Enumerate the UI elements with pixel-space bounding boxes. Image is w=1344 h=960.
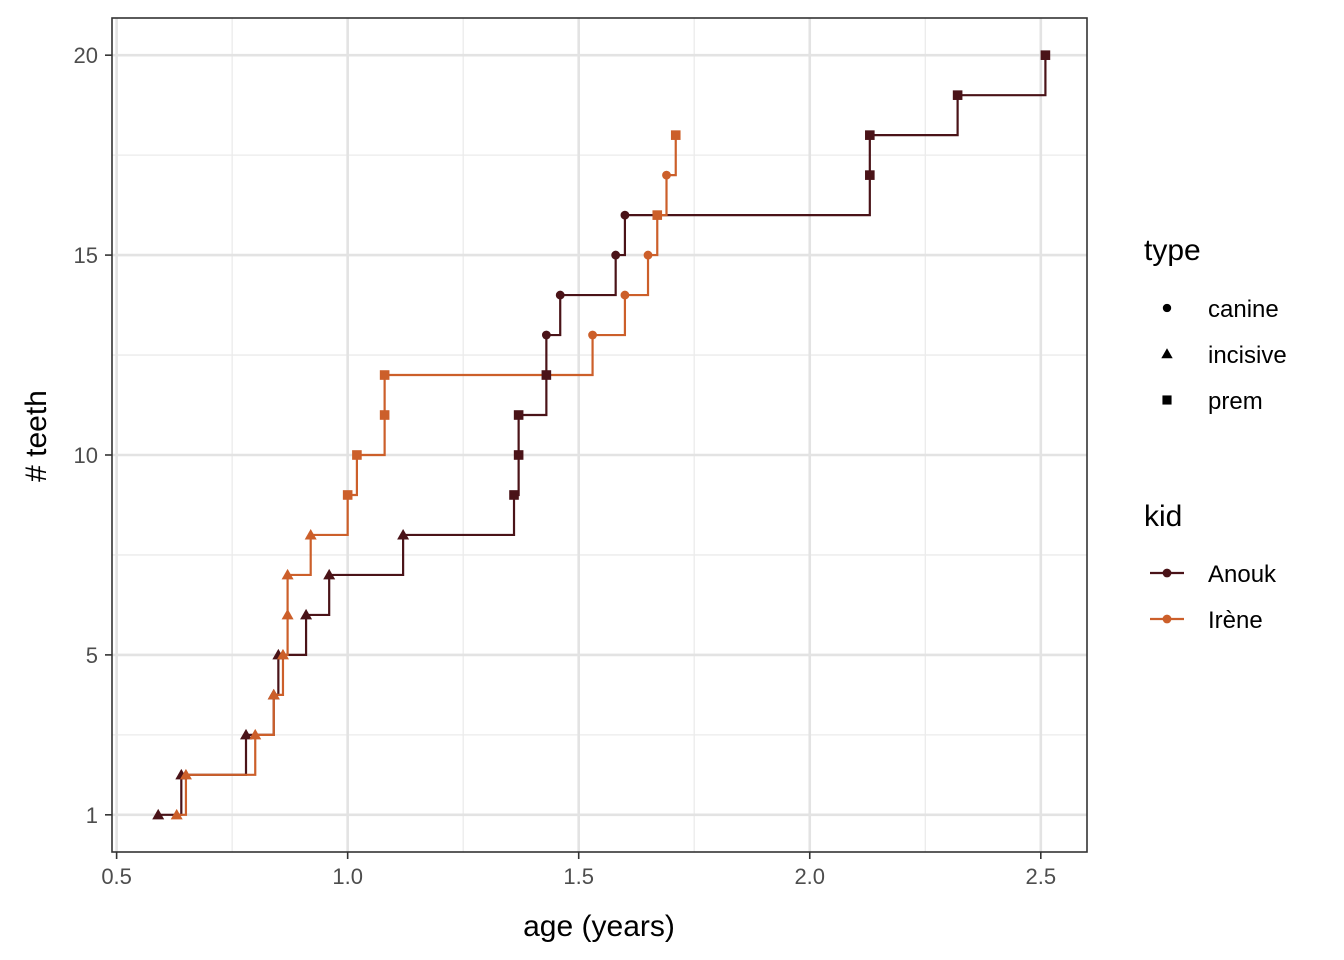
legend-anouk-icon [1162, 568, 1172, 578]
series-line-irène [176, 135, 677, 816]
legend: type canine incisive prem kid Anouk Irène [1144, 234, 1287, 634]
data-point [509, 490, 519, 500]
data-point [952, 90, 963, 100]
data-point [620, 210, 630, 220]
data-point [379, 370, 390, 380]
legend-kid-title: kid [1144, 500, 1182, 533]
data-point [179, 768, 192, 780]
data-point [281, 568, 294, 580]
x-axis-title: age (years) [523, 910, 675, 943]
data-point [397, 528, 410, 540]
data-point [267, 688, 280, 700]
data-point [611, 250, 621, 260]
legend-kid-label: Irène [1208, 607, 1263, 634]
data-point [670, 130, 681, 140]
grid [112, 18, 1087, 852]
y-tick-label: 5 [86, 643, 98, 668]
legend-prem-icon [1162, 395, 1172, 405]
legend-incisive-icon [1161, 348, 1173, 359]
data-points [152, 50, 1051, 820]
legend-canine-icon [1162, 303, 1172, 313]
panel-border [111, 17, 1088, 853]
data-point [1040, 50, 1051, 60]
data-point [865, 130, 875, 140]
y-axis-title: # teeth [20, 390, 53, 482]
data-point [352, 450, 362, 460]
data-point [323, 568, 336, 580]
data-point [662, 170, 671, 180]
data-point [541, 330, 551, 340]
data-point [513, 410, 524, 420]
data-point [513, 450, 524, 460]
legend-type-items: canine incisive prem [1161, 296, 1287, 415]
data-point [620, 290, 630, 300]
panel-background [112, 18, 1087, 852]
legend-irène-icon [1162, 614, 1172, 624]
y-tick-label: 10 [74, 443, 98, 468]
x-tick-label: 2.0 [794, 864, 825, 889]
data-point [541, 370, 552, 380]
legend-type-label: incisive [1208, 342, 1287, 369]
data-point [555, 290, 565, 300]
legend-type-title: type [1144, 234, 1201, 267]
data-point [281, 608, 294, 620]
legend-kid-label: Anouk [1208, 561, 1277, 588]
x-tick-label: 2.5 [1025, 864, 1056, 889]
y-tick-label: 15 [74, 243, 98, 268]
y-tick-label: 20 [74, 43, 98, 68]
x-tick-label: 1.0 [332, 864, 363, 889]
legend-type-label: prem [1208, 388, 1263, 415]
data-point [304, 528, 317, 540]
data-point [249, 728, 262, 740]
data-point [152, 808, 165, 820]
data-point [865, 170, 875, 180]
data-point [588, 330, 597, 340]
data-point [342, 490, 353, 500]
x-tick-label: 0.5 [101, 864, 132, 889]
legend-type-label: canine [1208, 296, 1279, 323]
data-point [643, 250, 653, 260]
data-point [240, 728, 253, 740]
x-tick-label: 1.5 [563, 864, 594, 889]
legend-kid-items: Anouk Irène [1150, 561, 1277, 634]
data-point [300, 608, 313, 620]
y-tick-label: 1 [86, 803, 98, 828]
data-point [379, 410, 390, 420]
series-lines [158, 55, 1047, 816]
data-point [170, 808, 183, 820]
data-point [276, 648, 289, 660]
data-point [652, 210, 663, 220]
